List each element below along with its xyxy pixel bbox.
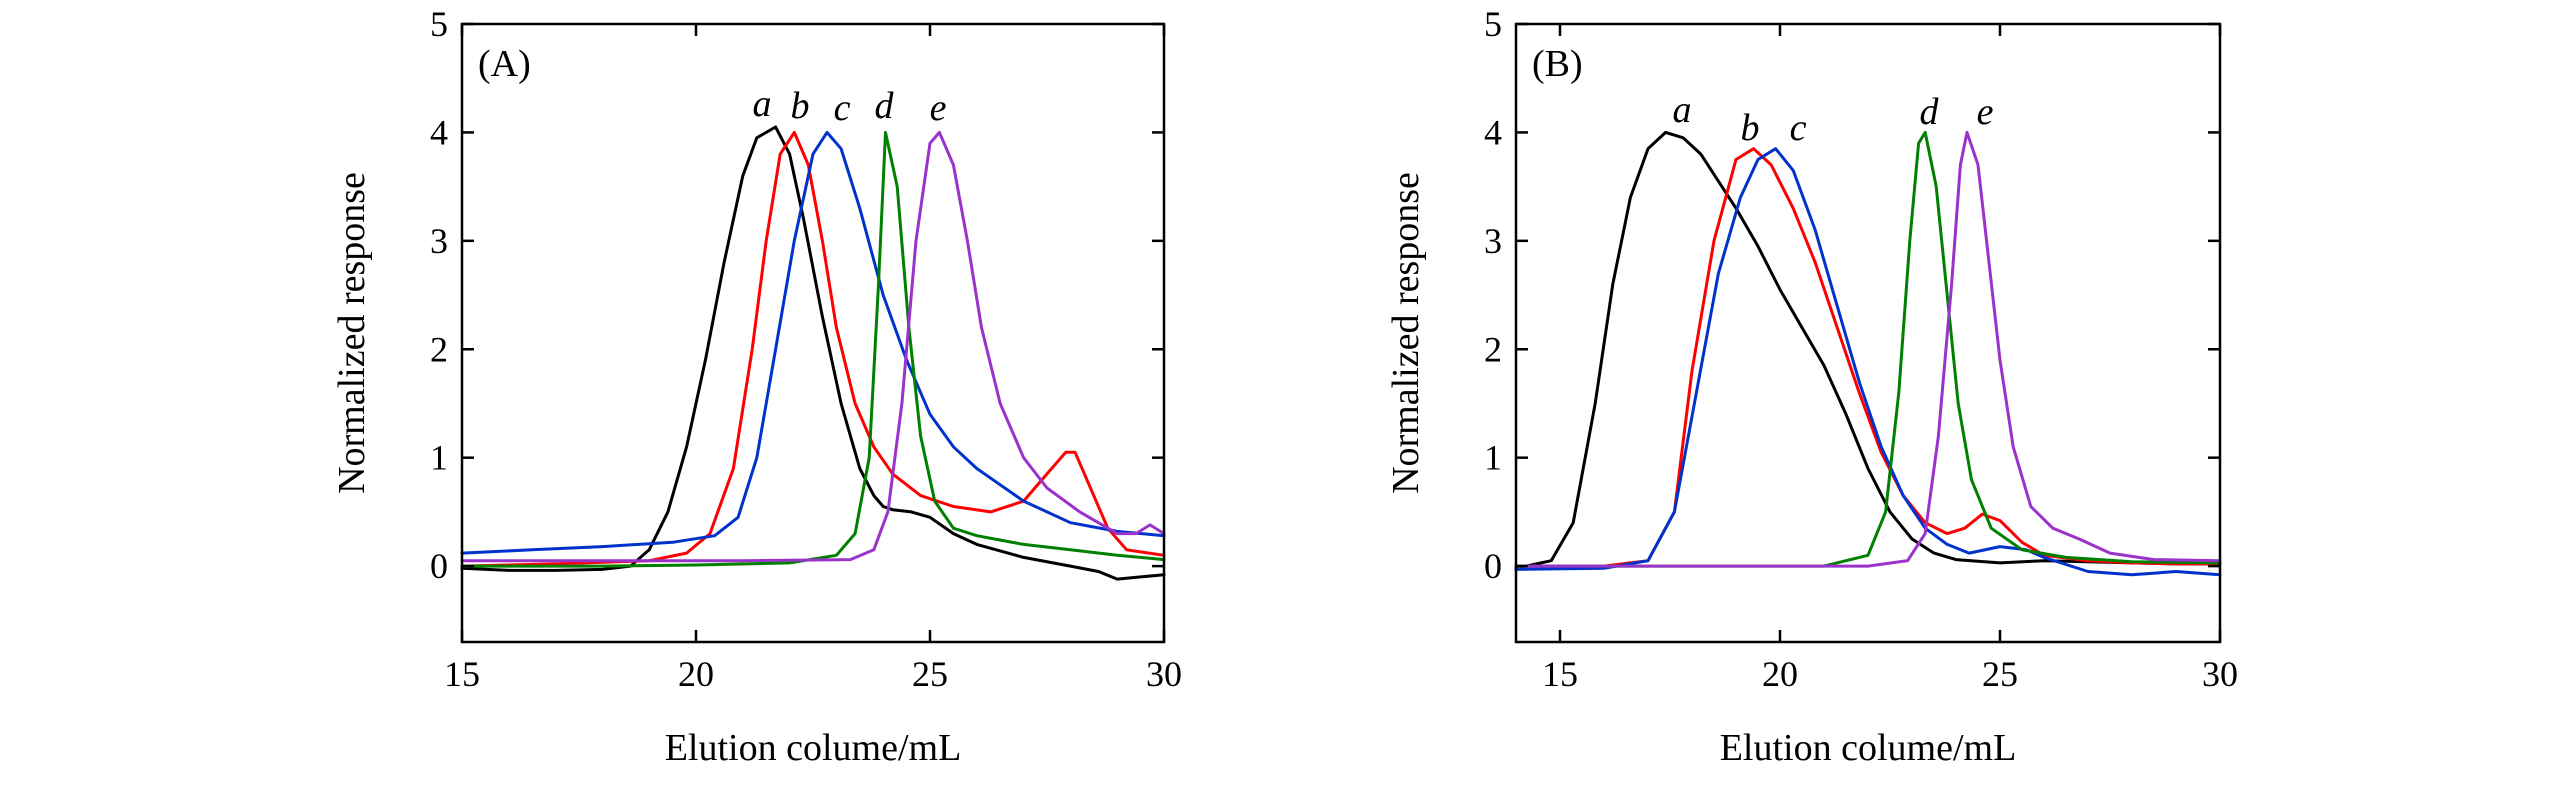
x-tick-label: 25: [912, 654, 948, 694]
curve-c: [460, 130, 1166, 555]
curve-label-b: b: [791, 85, 810, 127]
panel-b-chart: 15 20 25 30 0 1 2 3 4 5 Elution colume/mL Normalize…: [1385, 4, 2238, 769]
curve-c: [1514, 147, 2222, 577]
curve-e: [460, 130, 1166, 563]
x-axis-label: Elution colume/mL: [1720, 727, 2017, 769]
y-tick-label: 3: [430, 221, 448, 261]
y-tick-label: 3: [1484, 221, 1502, 261]
y-tick-label: 2: [430, 329, 448, 369]
curve-label-c: c: [834, 87, 851, 129]
curve-label-b: b: [1741, 107, 1760, 149]
curve-d: [1514, 130, 2222, 568]
y-tick-label: 5: [430, 4, 448, 44]
curve-label-e: e: [930, 87, 947, 129]
curve-label-d: d: [875, 85, 895, 127]
y-tick-label: 5: [1484, 4, 1502, 44]
curve-e: [1514, 130, 2222, 568]
y-tick-label: 4: [1484, 112, 1502, 152]
curve-d: [460, 130, 1166, 568]
panel-label: (B): [1532, 43, 1583, 85]
curve-a: [460, 125, 1166, 581]
x-tick-label: 25: [1982, 654, 2018, 694]
y-tick-label: 4: [430, 112, 448, 152]
x-tick-label: 15: [1542, 654, 1578, 694]
y-axis-label: Normalized response: [1385, 172, 1427, 494]
plot-frame: [1514, 22, 2222, 644]
panel-label: (A): [478, 43, 531, 85]
y-tick-label: 1: [430, 438, 448, 478]
x-tick-label: 20: [1762, 654, 1798, 694]
y-tick-label: 1: [1484, 438, 1502, 478]
y-tick-label: 0: [1484, 546, 1502, 586]
y-tick-label: 2: [1484, 329, 1502, 369]
curve-b: [1514, 147, 2222, 568]
x-tick-label: 20: [678, 654, 714, 694]
curve-label-d: d: [1920, 91, 1940, 133]
curve-b: [460, 130, 1166, 568]
x-tick-label: 15: [444, 654, 480, 694]
curve-label-a: a: [1673, 89, 1692, 131]
curve-label-a: a: [753, 83, 772, 125]
x-tick-label: 30: [2202, 654, 2238, 694]
panel-a-chart: 15 20 25 30 0 1 2 3 4 5 Elution colume/mL Normalize…: [331, 4, 1182, 769]
curve-label-e: e: [1977, 91, 1994, 133]
curve-a: [1514, 130, 2222, 570]
curve-label-c: c: [1790, 107, 1807, 149]
y-axis-label: Normalized response: [331, 172, 373, 494]
x-axis-label: Elution colume/mL: [665, 727, 962, 769]
plot-frame: [460, 22, 1166, 644]
x-tick-label: 30: [1146, 654, 1182, 694]
y-tick-label: 0: [430, 546, 448, 586]
